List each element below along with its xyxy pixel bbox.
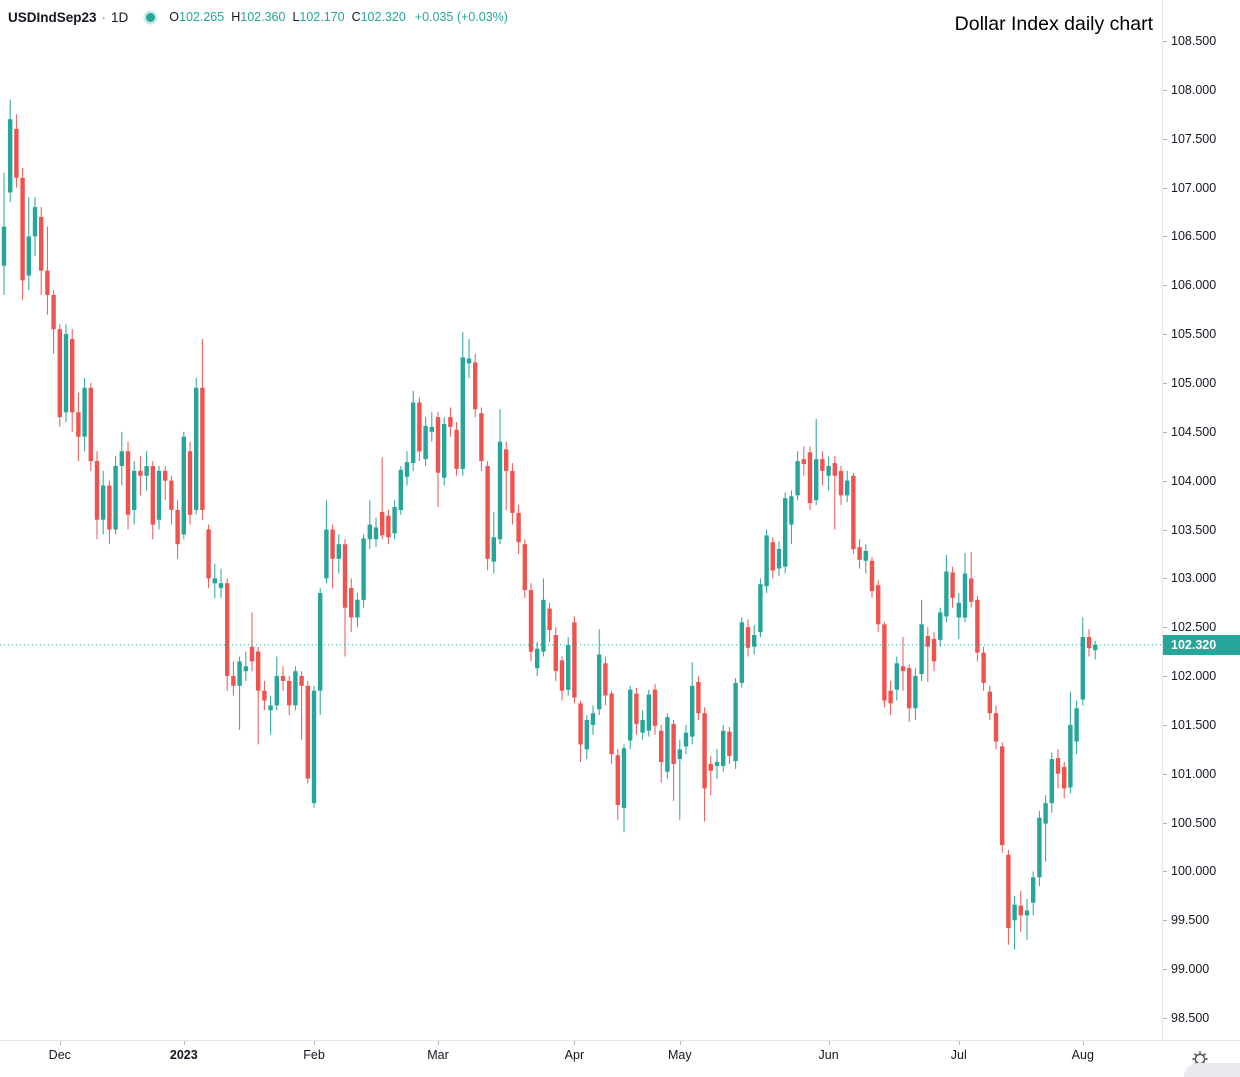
price-tick-label: 106.500	[1171, 229, 1217, 244]
price-tick-mark	[1163, 627, 1167, 629]
time-tick-mark	[574, 1041, 576, 1045]
price-tick-mark	[1163, 334, 1167, 336]
price-tick-label: 103.000	[1171, 571, 1217, 586]
chart-legend: USDIndSep23 · 1D O102.265 H102.360 L102.17…	[8, 8, 508, 26]
price-tick-label: 108.000	[1171, 82, 1217, 97]
price-tick-mark	[1163, 969, 1167, 971]
price-tick-mark	[1163, 578, 1167, 580]
price-tick-label: 101.000	[1171, 766, 1217, 781]
price-tick-label: 106.000	[1171, 278, 1217, 293]
price-tick-label: 101.500	[1171, 717, 1217, 732]
chart-plot-area[interactable]: USDIndSep23 · 1D O102.265 H102.360 L102.17…	[0, 0, 1162, 1040]
legend-ohlc-pair: O102.265	[169, 10, 225, 24]
time-tick-mark	[183, 1041, 185, 1045]
price-tick-label: 98.500	[1171, 1011, 1210, 1025]
candles-series[interactable]	[0, 0, 1162, 1040]
price-tick-label: 100.000	[1171, 864, 1217, 879]
time-tick-mark	[438, 1041, 439, 1045]
time-tick-label: Mar	[427, 1048, 449, 1062]
legend-change-value: +0.035 (+0.03%)	[414, 10, 508, 24]
time-tick-mark	[59, 1041, 61, 1045]
last-price-badge: 102.320	[1163, 634, 1240, 655]
time-axis[interactable]: Dec 2023 Feb Mar Apr May Jun Jul Aug	[0, 1040, 1240, 1077]
chart-annotation-title: Dollar Index daily chart	[954, 13, 1153, 35]
price-tick-mark	[1163, 285, 1167, 287]
price-tick-label: 107.500	[1171, 131, 1217, 146]
price-tick-mark	[1163, 871, 1167, 873]
price-tick-mark	[1163, 773, 1167, 775]
price-tick-label: 100.500	[1171, 815, 1217, 830]
interval-label[interactable]: 1D	[111, 9, 129, 25]
legend-ohlc-values: O102.265 H102.360 L102.170 C102.320	[169, 8, 413, 26]
time-tick-mark	[828, 1041, 830, 1045]
time-tick-mark	[314, 1041, 315, 1045]
legend-separator: ·	[101, 9, 107, 25]
price-tick-label: 107.000	[1171, 180, 1217, 195]
price-tick-mark	[1163, 529, 1167, 531]
time-tick-label: Jun	[818, 1048, 839, 1062]
price-tick-mark	[1163, 431, 1167, 433]
price-tick-mark	[1163, 822, 1167, 824]
price-tick-mark	[1163, 89, 1167, 91]
price-tick-label: 102.000	[1171, 669, 1217, 684]
time-tick-mark	[679, 1041, 681, 1045]
series-marker-dot-icon	[146, 12, 156, 22]
time-tick-label: Dec	[48, 1048, 71, 1062]
legend-ohlc-pair: L102.170	[292, 10, 345, 24]
price-tick-label: 108.500	[1171, 34, 1217, 48]
price-tick-mark	[1163, 41, 1167, 42]
time-tick-label: May	[667, 1048, 692, 1062]
price-tick-mark	[1163, 382, 1167, 384]
legend-ohlc-pair: H102.360	[231, 10, 286, 24]
price-axis[interactable]: 102.320 108.500 108.000 107.500 107.000 106.…	[1162, 0, 1240, 1040]
price-tick-mark	[1163, 1018, 1167, 1019]
price-tick-mark	[1163, 676, 1167, 678]
time-tick-mark	[958, 1041, 960, 1045]
symbol-name[interactable]: USDIndSep23	[8, 9, 97, 25]
legend-ohlc-pair: C102.320	[351, 10, 406, 24]
price-tick-mark	[1163, 724, 1167, 726]
price-tick-mark	[1163, 138, 1167, 140]
time-tick-label: 2023	[169, 1048, 198, 1062]
price-tick-label: 105.500	[1171, 327, 1217, 342]
price-tick-label: 103.500	[1171, 522, 1217, 537]
time-tick-label: Aug	[1071, 1048, 1094, 1062]
price-tick-label: 99.000	[1171, 962, 1210, 977]
time-tick-label: Apr	[564, 1048, 585, 1062]
price-tick-label: 104.000	[1171, 473, 1217, 488]
price-tick-label: 104.500	[1171, 424, 1217, 439]
price-tick-mark	[1163, 480, 1167, 482]
price-tick-label: 102.500	[1171, 620, 1217, 635]
corner-decoration	[1184, 1063, 1240, 1077]
price-tick-mark	[1163, 920, 1167, 922]
price-tick-label: 99.500	[1171, 913, 1210, 928]
price-tick-label: 105.000	[1171, 375, 1217, 390]
time-tick-mark	[1082, 1041, 1084, 1045]
price-tick-mark	[1163, 236, 1167, 238]
time-tick-label: Feb	[303, 1048, 325, 1062]
time-tick-label: Jul	[950, 1048, 967, 1062]
price-tick-mark	[1163, 187, 1167, 189]
